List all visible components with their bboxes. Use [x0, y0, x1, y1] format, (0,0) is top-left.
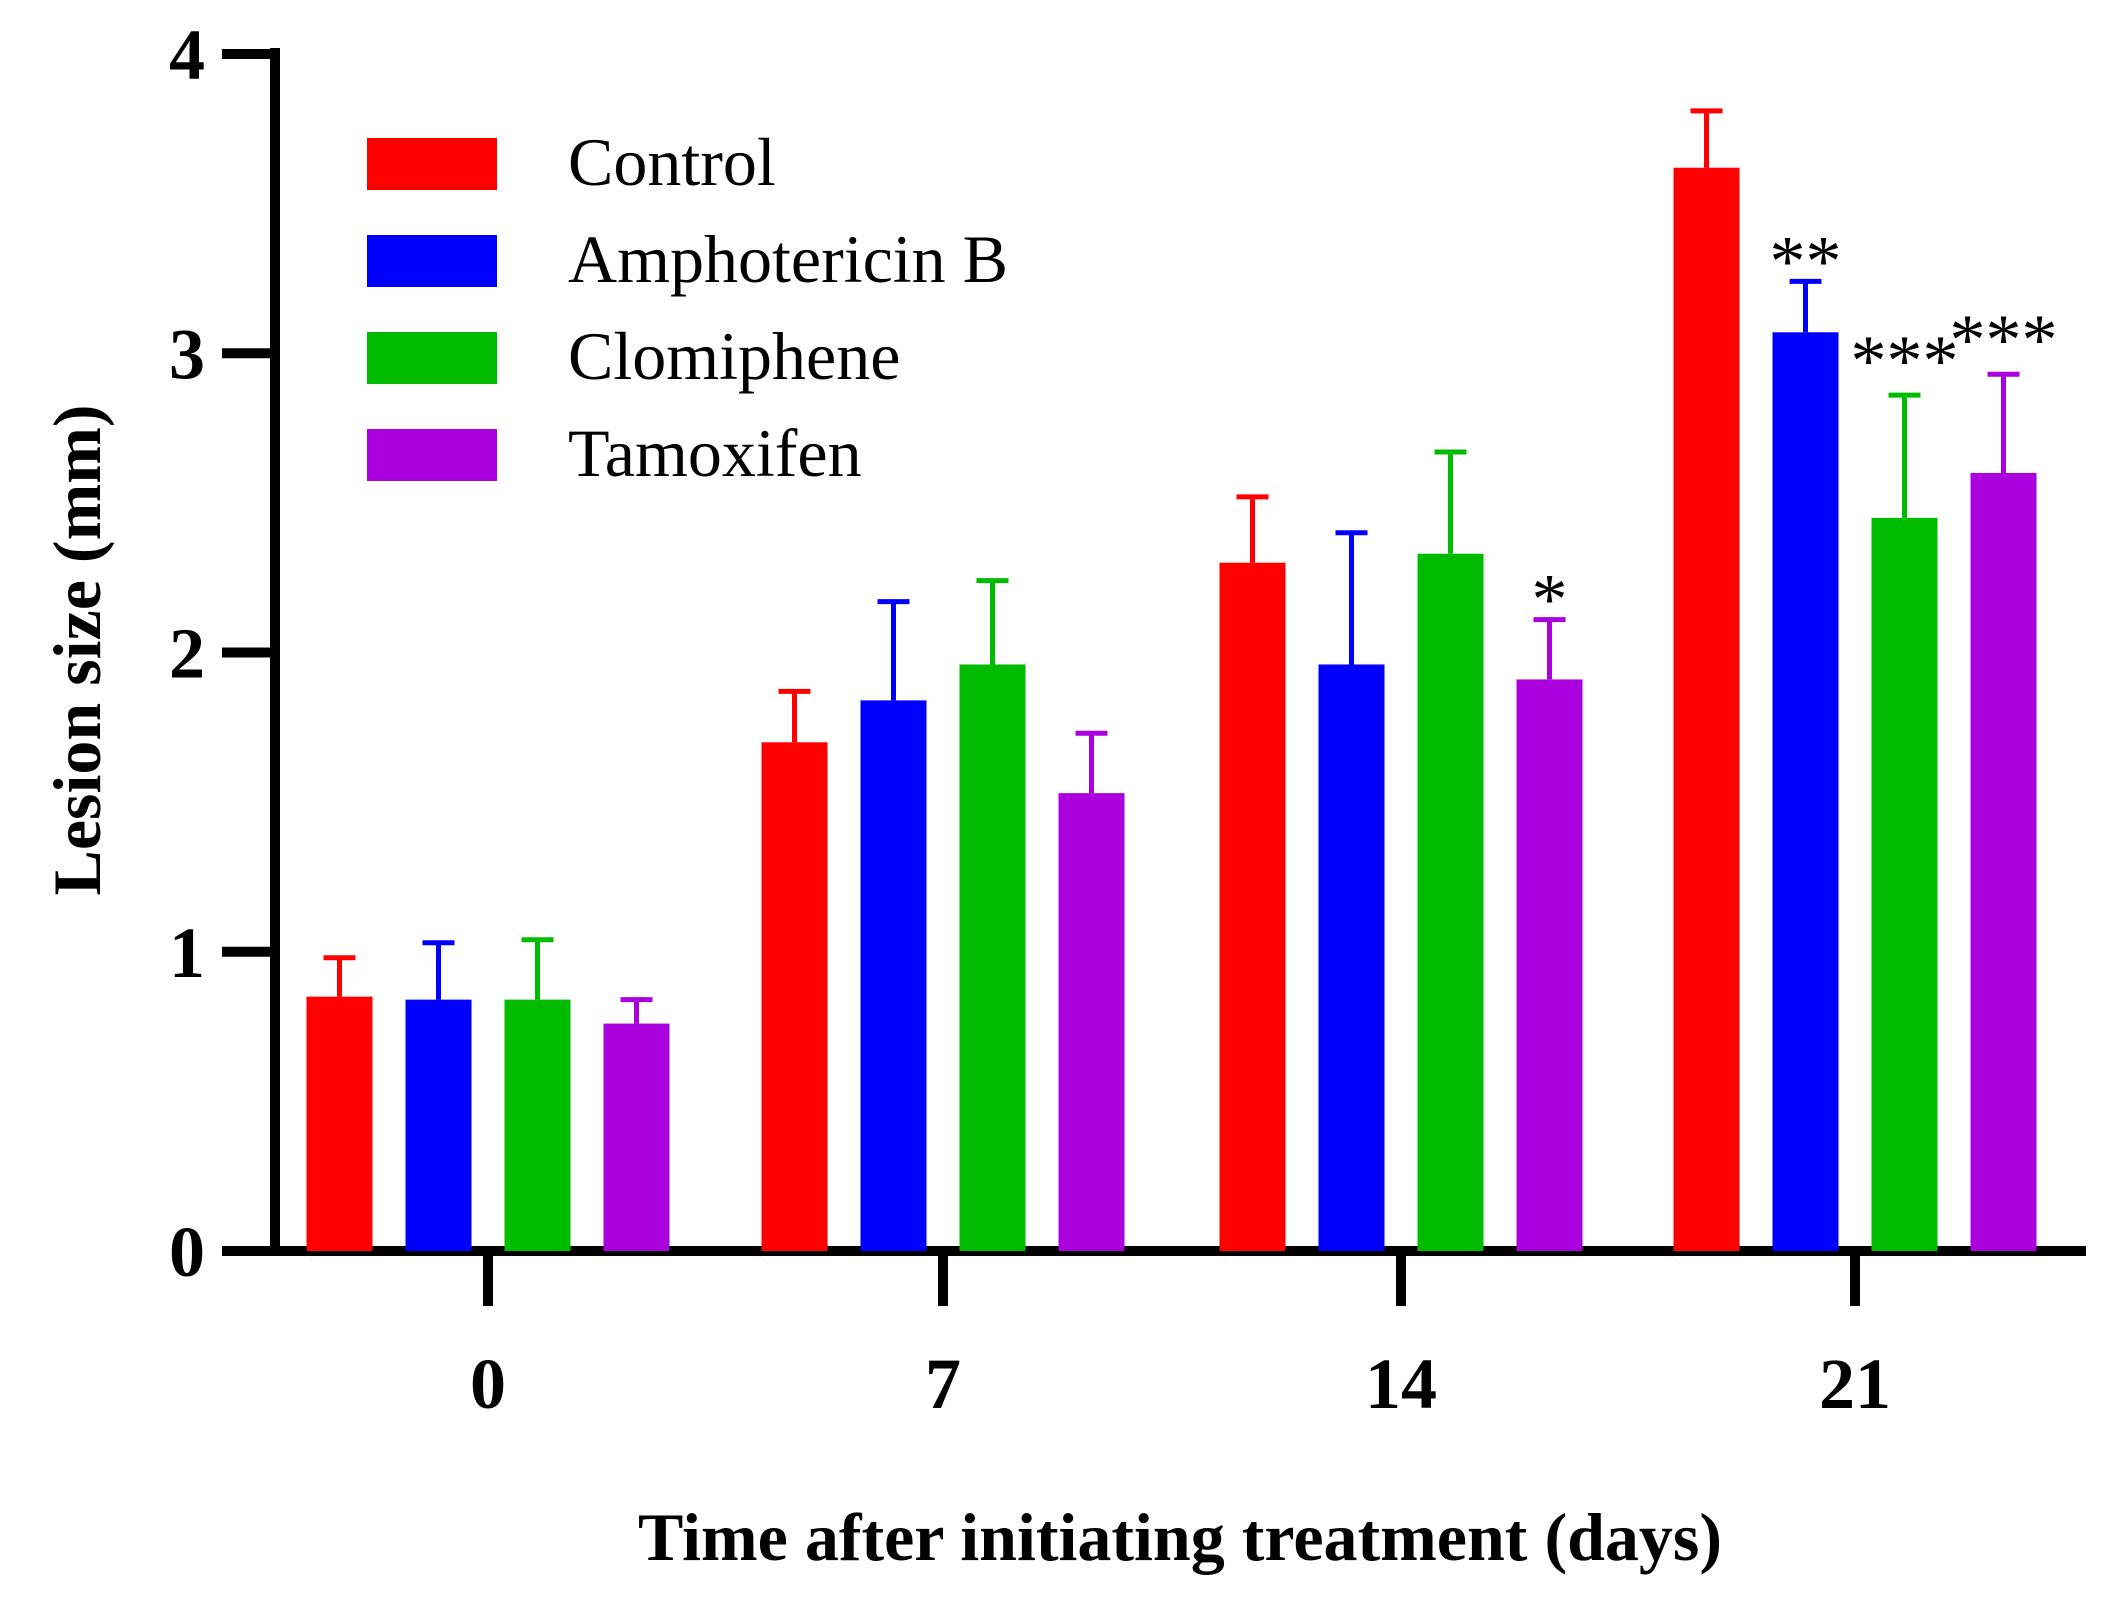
bars: [306, 167, 2037, 1252]
significance-label: ***: [1851, 321, 1959, 401]
bar: [1318, 664, 1385, 1251]
error-bars: [323, 108, 2020, 1024]
legend: Control Amphotericin B Clomiphene Tamoxifen: [367, 124, 1008, 491]
significance-labels: *********: [1532, 221, 2058, 639]
bar: [860, 700, 927, 1251]
bar: [1970, 472, 2037, 1251]
significance-label: *: [1532, 560, 1568, 640]
significance-label: **: [1770, 221, 1842, 301]
y-tick-label: 1: [169, 913, 205, 993]
bar: [1417, 553, 1484, 1251]
bar: [405, 999, 472, 1251]
legend-label: Control: [568, 124, 776, 200]
legend-swatch: [367, 332, 497, 384]
bar: [1516, 679, 1583, 1251]
bar: [959, 664, 1026, 1251]
legend-label: Clomiphene: [568, 318, 900, 394]
x-tick-label: 14: [1365, 1344, 1437, 1424]
bar: [1772, 332, 1839, 1251]
bar: [1673, 167, 1740, 1252]
legend-label: Tamoxifen: [568, 415, 862, 491]
bar: [1219, 562, 1286, 1251]
y-axis-title: Lesion size (mm): [39, 404, 115, 895]
x-axis-title: Time after initiating treatment (days): [638, 1499, 1722, 1575]
legend-swatch: [367, 138, 497, 190]
bar: [761, 742, 828, 1251]
y-tick-label: 2: [169, 614, 205, 694]
y-tick-label: 0: [169, 1212, 205, 1292]
legend-swatch: [367, 429, 497, 481]
bar: [306, 996, 373, 1251]
x-tick-label: 0: [470, 1344, 506, 1424]
bar: [1058, 793, 1125, 1251]
legend-swatch: [367, 235, 497, 287]
y-tick-label: 4: [169, 15, 205, 95]
x-tick-label: 21: [1819, 1344, 1891, 1424]
bar: [504, 999, 571, 1251]
x-ticks: 0 7 14 21: [470, 1256, 1891, 1424]
bar: [1871, 517, 1938, 1251]
significance-label: ***: [1950, 300, 2058, 380]
x-tick-label: 7: [925, 1344, 961, 1424]
y-ticks: 0 1 2 3 4: [169, 15, 275, 1292]
legend-label: Amphotericin B: [568, 221, 1008, 297]
bar: [603, 1023, 670, 1251]
y-tick-label: 3: [169, 314, 205, 394]
